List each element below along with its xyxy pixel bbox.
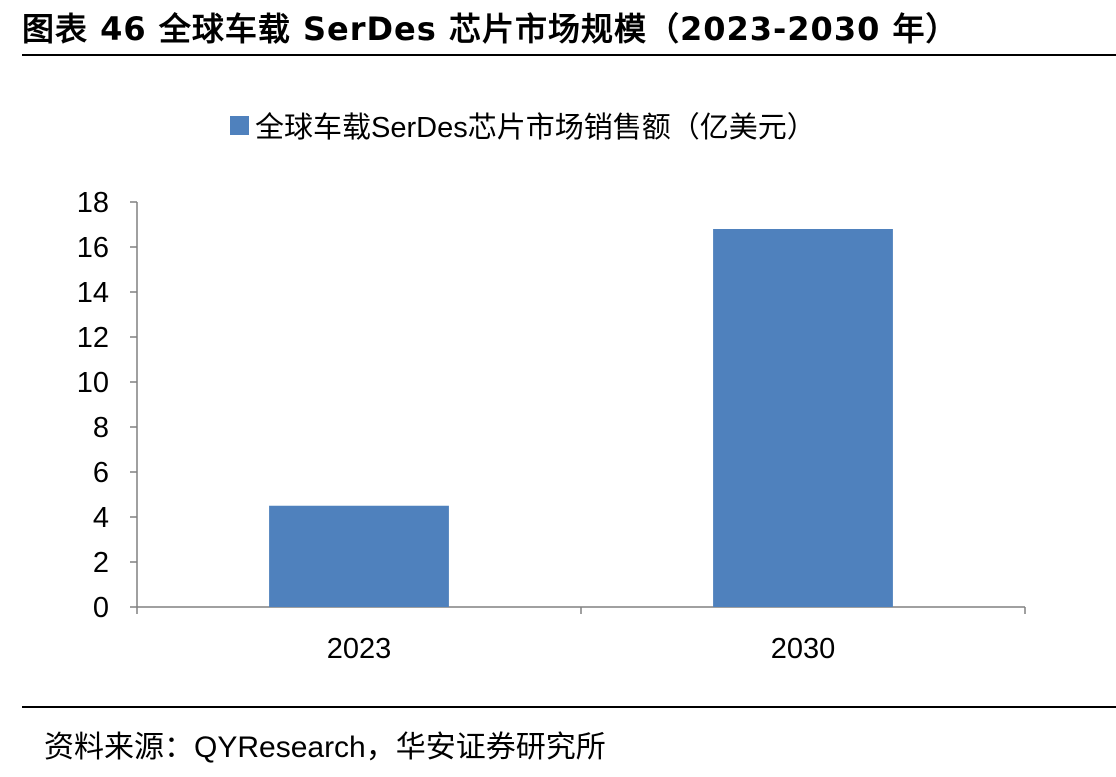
x-tick-label: 2023 xyxy=(327,633,392,665)
x-tick-labels: 2023 2030 xyxy=(327,633,836,665)
y-tick-label: 6 xyxy=(93,457,109,489)
bar-2030 xyxy=(713,229,893,607)
source-note: 资料来源：QYResearch，华安证券研究所 xyxy=(44,731,606,764)
legend-swatch xyxy=(230,115,249,135)
y-tick-label: 0 xyxy=(93,592,109,624)
y-tick-label: 2 xyxy=(93,547,109,579)
y-tick-label: 8 xyxy=(93,412,109,444)
x-tick-label: 2030 xyxy=(771,633,836,665)
legend-label: 全球车载SerDes芯片市场销售额（亿美元） xyxy=(255,112,816,144)
bottom-rule xyxy=(22,706,1116,708)
y-tick-label: 12 xyxy=(77,322,109,354)
y-axis: 0 2 4 6 8 10 12 14 16 18 xyxy=(77,187,138,624)
y-tick-label: 10 xyxy=(77,367,109,399)
y-tick-label: 16 xyxy=(77,232,109,264)
bar-2023 xyxy=(269,505,449,607)
x-axis xyxy=(136,606,1026,614)
bar-chart: 0 2 4 6 8 10 12 14 16 18 2023 2030 xyxy=(77,187,1026,665)
figure-title: 图表 46 全球车载 SerDes 芯片市场规模（2023-2030 年） xyxy=(22,10,959,48)
y-tick-label: 14 xyxy=(77,277,109,309)
bars xyxy=(269,229,893,607)
y-tick-label: 18 xyxy=(77,187,109,219)
y-tick-label: 4 xyxy=(93,502,109,534)
chart-legend: 全球车载SerDes芯片市场销售额（亿美元） xyxy=(230,104,816,146)
top-rule xyxy=(22,54,1116,56)
